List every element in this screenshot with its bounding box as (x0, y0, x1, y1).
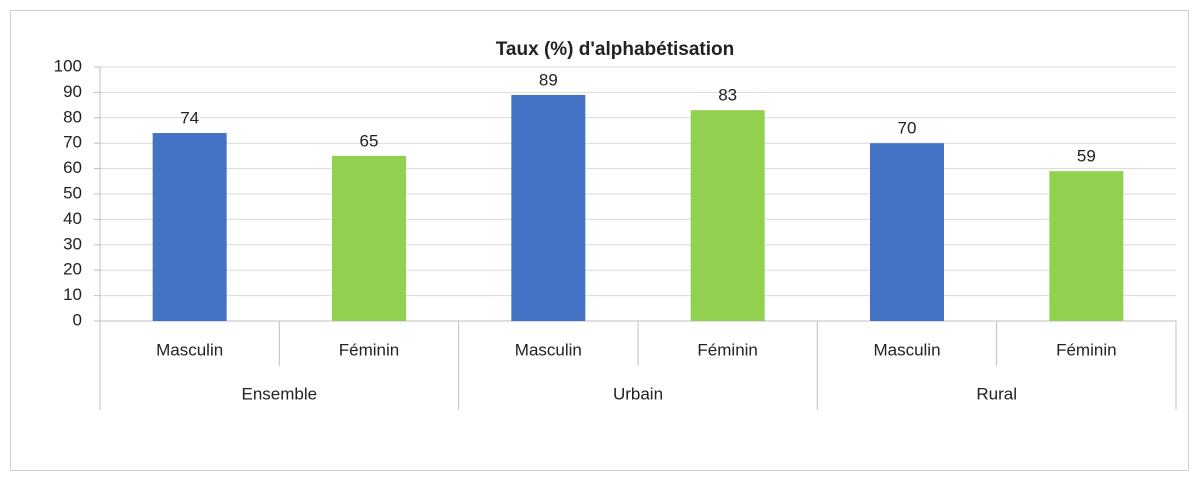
data-label: 89 (539, 70, 558, 89)
group-label: Ensemble (242, 384, 318, 403)
x-tick-label: Féminin (697, 340, 757, 359)
y-tick-label: 40 (63, 209, 82, 228)
data-label: 59 (1077, 147, 1096, 166)
bar (152, 133, 227, 321)
x-tick-label: Masculin (873, 340, 940, 359)
y-tick-label: 50 (63, 183, 82, 202)
x-tick-label: Féminin (1056, 340, 1116, 359)
data-label: 74 (180, 109, 199, 128)
y-tick-label: 60 (63, 158, 82, 177)
x-tick-label: Féminin (339, 340, 399, 359)
y-tick-label: 30 (63, 234, 82, 253)
x-tick-label: Masculin (515, 340, 582, 359)
y-tick-label: 70 (63, 133, 82, 152)
group-label: Rural (976, 384, 1017, 403)
bar (1049, 171, 1124, 321)
y-tick-label: 20 (63, 260, 82, 279)
y-tick-label: 0 (73, 310, 82, 329)
y-tick-label: 90 (63, 82, 82, 101)
bar (690, 110, 765, 322)
data-label: 65 (360, 131, 379, 150)
chart-title: Taux (%) d'alphabétisation (496, 39, 735, 60)
group-label: Urbain (613, 384, 663, 403)
data-label: 70 (898, 119, 917, 138)
y-tick-label: 100 (54, 56, 82, 75)
data-label: 83 (718, 86, 737, 105)
bar (511, 94, 586, 321)
y-tick-label: 80 (63, 107, 82, 126)
bar (870, 143, 944, 321)
x-tick-label: Masculin (156, 340, 223, 359)
y-tick-label: 10 (63, 285, 82, 304)
bar (332, 155, 406, 321)
